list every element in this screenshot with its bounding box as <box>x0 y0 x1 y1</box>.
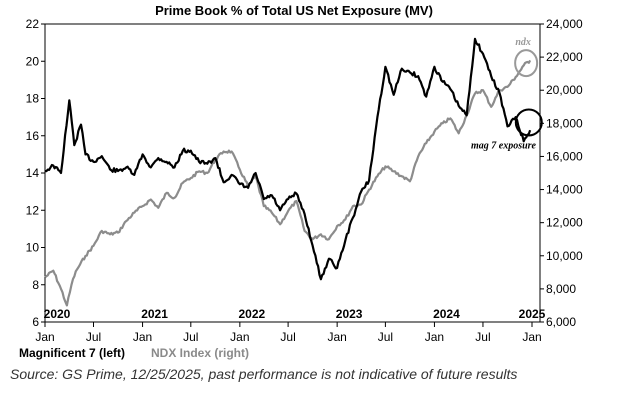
series-line-ndx <box>44 59 532 307</box>
x-tick-label: Jan <box>327 330 346 344</box>
x-tick-label: Jul <box>475 330 490 344</box>
y-right-tick-label: 16,000 <box>546 149 583 163</box>
x-tick-label: Jul <box>183 330 198 344</box>
ndx-highlight-circle <box>514 49 539 78</box>
x-tick-label: Jul <box>378 330 393 344</box>
y-left-tick-label: 18 <box>26 92 40 106</box>
x-tick-label: Jul <box>280 330 295 344</box>
x-tick-label: Jan <box>230 330 249 344</box>
x-tick-label: Jan <box>133 330 152 344</box>
y-right-tick-label: 18,000 <box>546 116 583 130</box>
y-left-tick-label: 14 <box>26 166 40 180</box>
y-right-tick-label: 24,000 <box>546 17 583 31</box>
plot-area: 68101214161820226,0008,00010,00012,00014… <box>26 17 583 344</box>
ndx-annotation: ndx <box>515 37 531 48</box>
y-left-tick-label: 12 <box>26 203 40 217</box>
x-tick-label: Jan <box>425 330 444 344</box>
y-left-tick-label: 10 <box>26 241 40 255</box>
y-right-tick-label: 10,000 <box>546 249 583 263</box>
y-right-tick-label: 12,000 <box>546 216 583 230</box>
y-right-tick-label: 20,000 <box>546 83 583 97</box>
series-line-magnificent-7 <box>45 37 532 281</box>
y-right-tick-label: 6,000 <box>546 315 576 329</box>
y-right-tick-label: 8,000 <box>546 282 576 296</box>
year-label: 2022 <box>238 307 265 321</box>
year-label: 2023 <box>336 307 363 321</box>
x-tick-label: Jan <box>522 330 541 344</box>
legend-magnificent-7: Magnificent 7 (left) <box>19 346 125 360</box>
y-left-tick-label: 8 <box>32 278 39 292</box>
source-note: Source: GS Prime, 12/25/2025, past perfo… <box>10 366 518 382</box>
year-label: 2024 <box>433 307 460 321</box>
plot-frame <box>44 23 541 323</box>
year-label: 2025 <box>519 307 546 321</box>
y-right-tick-label: 22,000 <box>546 50 583 64</box>
year-label: 2020 <box>44 307 71 321</box>
y-left-tick-label: 20 <box>26 54 40 68</box>
y-left-tick-label: 16 <box>26 129 40 143</box>
mag7-highlight-circle <box>514 108 543 137</box>
y-right-tick-label: 14,000 <box>546 183 583 197</box>
y-left-tick-label: 6 <box>32 315 39 329</box>
legend-ndx-index: NDX Index (right) <box>151 346 249 360</box>
chart-title: Prime Book % of Total US Net Exposure (M… <box>155 3 433 18</box>
year-label: 2021 <box>141 307 168 321</box>
x-tick-label: Jan <box>35 330 54 344</box>
mag7-annotation: mag 7 exposure <box>471 140 537 151</box>
y-left-tick-label: 22 <box>26 17 40 31</box>
x-tick-label: Jul <box>86 330 101 344</box>
